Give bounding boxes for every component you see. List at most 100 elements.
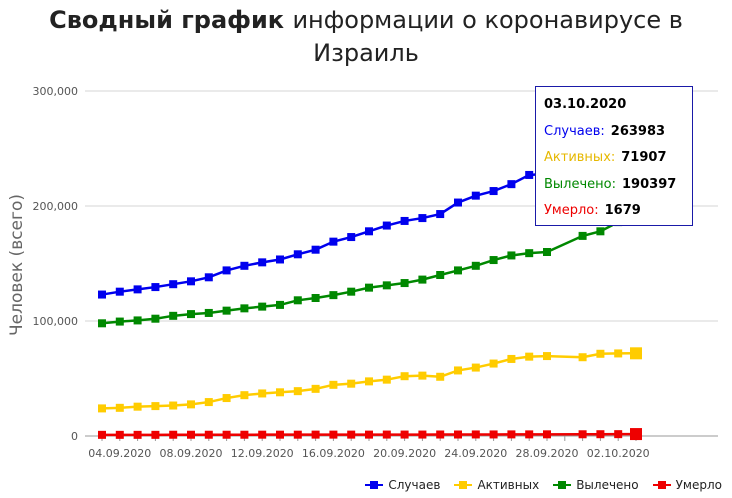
data-point[interactable] — [347, 233, 356, 242]
data-point[interactable] — [418, 214, 427, 223]
data-point[interactable] — [543, 248, 551, 256]
data-point[interactable] — [471, 191, 480, 200]
data-point[interactable] — [507, 251, 516, 260]
data-point[interactable] — [525, 352, 534, 361]
data-point[interactable] — [382, 430, 391, 439]
data-point[interactable] — [329, 430, 338, 439]
data-point[interactable] — [507, 354, 516, 363]
data-point[interactable] — [169, 280, 178, 289]
data-point[interactable] — [578, 231, 587, 240]
data-point[interactable] — [293, 250, 302, 259]
data-point[interactable] — [204, 308, 213, 317]
data-point[interactable] — [454, 430, 462, 439]
data-point[interactable] — [578, 430, 587, 439]
data-point[interactable] — [98, 290, 106, 299]
data-point[interactable] — [630, 347, 642, 360]
data-point[interactable] — [329, 291, 338, 300]
data-point[interactable] — [240, 391, 249, 400]
data-point[interactable] — [400, 372, 409, 381]
data-point[interactable] — [276, 388, 284, 397]
data-point[interactable] — [276, 255, 284, 264]
data-point[interactable] — [543, 430, 551, 439]
data-point[interactable] — [115, 287, 124, 296]
data-point[interactable] — [507, 430, 516, 439]
data-point[interactable] — [187, 400, 195, 409]
data-point[interactable] — [98, 404, 106, 413]
data-point[interactable] — [98, 319, 106, 328]
data-point[interactable] — [258, 302, 267, 311]
data-point[interactable] — [365, 283, 373, 292]
data-point[interactable] — [614, 430, 623, 439]
data-point[interactable] — [365, 227, 373, 236]
data-point[interactable] — [436, 372, 445, 381]
data-point[interactable] — [98, 430, 106, 439]
data-point[interactable] — [222, 394, 231, 403]
data-point[interactable] — [489, 256, 498, 265]
data-point[interactable] — [596, 430, 605, 439]
data-point[interactable] — [311, 294, 320, 302]
data-point[interactable] — [347, 379, 356, 388]
data-point[interactable] — [311, 430, 320, 439]
data-point[interactable] — [151, 283, 160, 292]
data-point[interactable] — [311, 245, 320, 254]
data-point[interactable] — [115, 317, 124, 326]
data-point[interactable] — [240, 261, 249, 270]
data-point[interactable] — [471, 261, 480, 270]
data-point[interactable] — [382, 281, 391, 290]
data-point[interactable] — [525, 249, 534, 258]
data-point[interactable] — [187, 277, 195, 286]
data-point[interactable] — [151, 430, 160, 439]
data-point[interactable] — [365, 430, 373, 439]
data-point[interactable] — [543, 352, 551, 361]
data-point[interactable] — [133, 402, 142, 411]
data-point[interactable] — [347, 430, 356, 439]
data-point[interactable] — [258, 389, 267, 398]
data-point[interactable] — [329, 380, 338, 389]
data-point[interactable] — [311, 384, 320, 393]
data-point[interactable] — [489, 430, 498, 439]
data-point[interactable] — [169, 311, 178, 320]
data-point[interactable] — [489, 187, 498, 196]
data-point[interactable] — [151, 402, 160, 411]
data-point[interactable] — [400, 216, 409, 225]
data-point[interactable] — [400, 430, 409, 439]
data-point[interactable] — [204, 273, 213, 282]
data-point[interactable] — [418, 275, 427, 284]
data-point[interactable] — [204, 430, 213, 439]
data-point[interactable] — [596, 349, 605, 358]
data-point[interactable] — [187, 310, 195, 319]
data-point[interactable] — [151, 314, 160, 323]
data-point[interactable] — [418, 371, 427, 380]
data-point[interactable] — [133, 285, 142, 294]
data-point[interactable] — [329, 237, 338, 246]
data-point[interactable] — [187, 430, 195, 439]
legend-item-active[interactable]: Активных — [454, 478, 539, 492]
data-point[interactable] — [169, 401, 178, 410]
data-point[interactable] — [169, 430, 178, 439]
data-point[interactable] — [436, 430, 445, 439]
data-point[interactable] — [596, 227, 605, 236]
data-point[interactable] — [630, 428, 642, 441]
data-point[interactable] — [293, 430, 302, 439]
data-point[interactable] — [454, 198, 462, 207]
data-point[interactable] — [525, 430, 534, 439]
data-point[interactable] — [454, 266, 462, 275]
data-point[interactable] — [471, 363, 480, 372]
data-point[interactable] — [436, 271, 445, 279]
data-point[interactable] — [614, 349, 623, 358]
data-point[interactable] — [222, 430, 231, 439]
data-point[interactable] — [204, 398, 213, 407]
data-point[interactable] — [240, 304, 249, 313]
data-point[interactable] — [258, 430, 267, 439]
data-point[interactable] — [276, 300, 284, 309]
data-point[interactable] — [276, 430, 284, 439]
data-point[interactable] — [115, 430, 124, 439]
data-point[interactable] — [240, 430, 249, 439]
data-point[interactable] — [258, 258, 267, 267]
data-point[interactable] — [222, 306, 231, 315]
data-point[interactable] — [382, 375, 391, 384]
data-point[interactable] — [578, 353, 587, 362]
legend-item-deaths[interactable]: Умерло — [652, 478, 722, 492]
data-point[interactable] — [293, 296, 302, 305]
data-point[interactable] — [418, 430, 427, 439]
